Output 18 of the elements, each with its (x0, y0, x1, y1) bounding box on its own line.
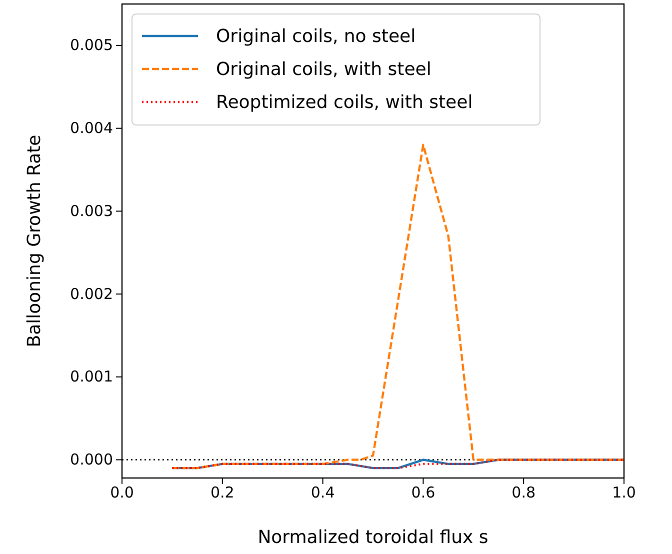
x-axis-title: Normalized toroidal flux s (258, 527, 488, 548)
y-tick-label: 0.001 (70, 368, 113, 386)
x-tick-label: 0.0 (110, 484, 134, 502)
x-tick-label: 0.6 (411, 484, 436, 502)
y-tick-label: 0.005 (70, 36, 113, 54)
x-tick-label: 0.8 (512, 484, 536, 502)
legend-label: Reoptimized coils, with steel (216, 92, 473, 113)
line-series (171, 144, 626, 470)
y-tick-label: 0.003 (70, 202, 113, 220)
x-tick-label: 0.2 (210, 484, 234, 502)
x-tick-label: 1.0 (612, 484, 636, 502)
y-tick-label: 0.004 (70, 119, 113, 138)
y-tick-label: 0.002 (70, 284, 113, 303)
legend-label: Original coils, with steel (216, 59, 432, 80)
x-tick-label: 0.4 (310, 484, 335, 502)
legend-label: Original coils, no steel (216, 26, 416, 47)
y-tick-label: 0.000 (70, 450, 113, 469)
y-axis-title: Ballooning Growth Rate (24, 134, 45, 348)
